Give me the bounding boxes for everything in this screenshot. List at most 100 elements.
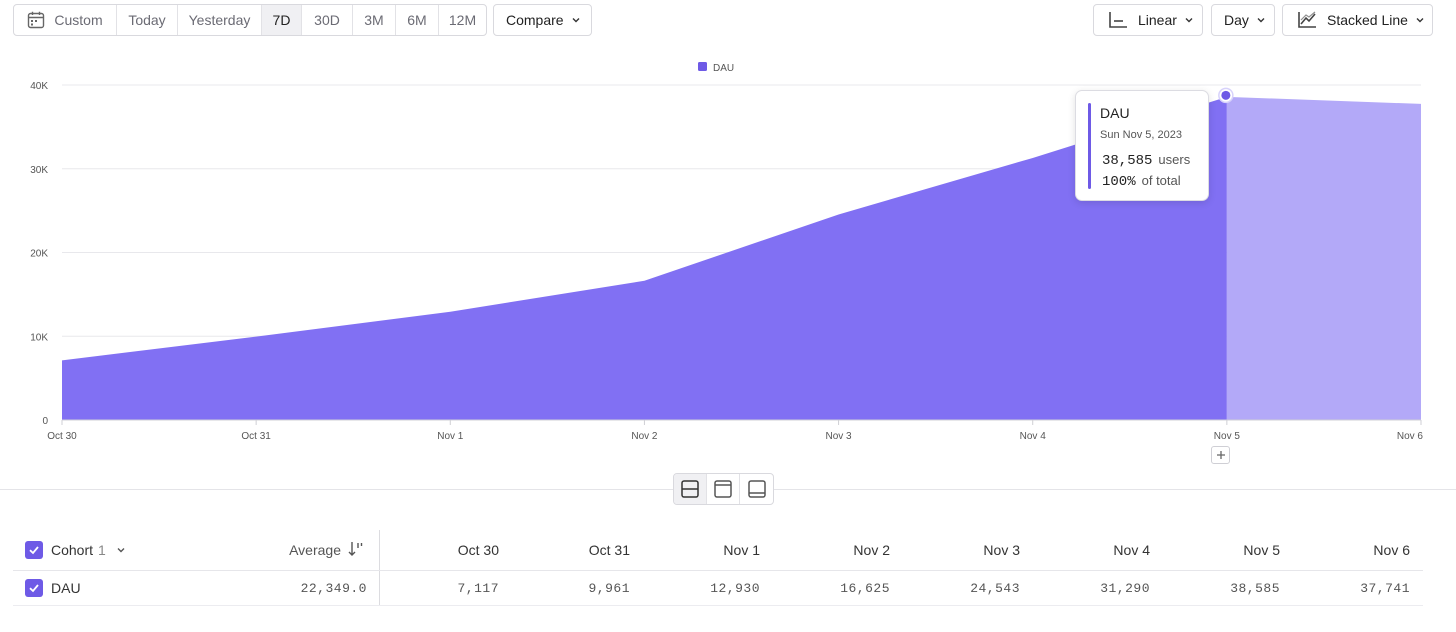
layout-table-only-button[interactable] <box>740 474 773 504</box>
tooltip-value-line: 38,585 users <box>1102 152 1190 169</box>
dau-area-chart: DAU Oct 30 Oct 31 Nov 1 Nov 2 Nov 3 Nov 4 Nov … <box>30 62 1424 442</box>
x-tick-label: Nov 1 <box>437 431 464 442</box>
table-column-separator <box>379 530 380 606</box>
row-average: 22,349.0 <box>300 581 367 596</box>
tooltip-percent: 100% <box>1102 174 1136 190</box>
chart-tooltip: DAU Sun Nov 5, 2023 38,585 users 100% of t… <box>1075 90 1209 201</box>
table-cell: 7,117 <box>457 581 499 596</box>
table-cell: 37,741 <box>1360 581 1410 596</box>
tooltip-title: DAU <box>1100 105 1130 121</box>
chart-only-layout-icon <box>714 480 732 498</box>
tooltip-percent-label: of total <box>1141 173 1181 188</box>
series-area-dau-incomplete <box>1226 96 1421 421</box>
range-12m[interactable]: 12M <box>448 12 477 28</box>
table-header-row: Cohort 1 Average Oct 30 Oct 31 Nov 1 Nov 2 N… <box>13 530 1423 571</box>
table-only-layout-icon <box>747 480 766 498</box>
range-30d[interactable]: 30D <box>302 5 353 35</box>
date-range-selector: Custom Today Yesterday 7D 30D 3M 6M 12M <box>13 4 487 36</box>
x-tick-label: Nov 5 <box>1214 431 1241 442</box>
scale-label: Linear <box>1138 12 1177 28</box>
column-header: Nov 6 <box>1373 542 1410 558</box>
average-column-header[interactable]: Average <box>289 542 341 558</box>
y-tick-label: 40K <box>30 81 48 92</box>
table-cell: 24,543 <box>970 581 1020 596</box>
compare-button[interactable]: Compare <box>493 4 592 36</box>
chevron-down-icon[interactable] <box>116 545 126 555</box>
y-tick-label: 20K <box>30 249 48 260</box>
scale-selector[interactable]: Linear <box>1093 4 1203 36</box>
chart-marker <box>1218 87 1234 104</box>
chart-y-axis: 0 10K 20K 30K 40K <box>30 81 48 427</box>
legend-swatch <box>698 62 707 71</box>
column-header: Oct 31 <box>588 542 630 558</box>
column-header: Nov 3 <box>983 542 1020 558</box>
tooltip-date: Sun Nov 5, 2023 <box>1100 129 1182 141</box>
layout-toggle <box>673 473 774 505</box>
interval-label: Day <box>1224 12 1249 28</box>
x-tick-label: Nov 3 <box>826 431 853 442</box>
chevron-down-icon <box>1185 18 1193 23</box>
calendar-icon <box>28 11 45 29</box>
linear-axis-icon <box>1109 12 1127 28</box>
plus-icon <box>1216 451 1225 459</box>
chart-areas <box>62 96 1421 421</box>
range-yesterday[interactable]: Yesterday <box>178 5 262 35</box>
row-label: DAU <box>51 580 81 596</box>
tooltip-value: 38,585 <box>1102 153 1153 169</box>
range-3m[interactable]: 3M <box>353 5 396 35</box>
compare-label: Compare <box>506 12 564 28</box>
column-header: Nov 5 <box>1243 542 1280 558</box>
chevron-down-icon <box>1257 18 1265 23</box>
add-annotation-button[interactable] <box>1211 446 1230 464</box>
chevron-down-icon <box>1416 18 1424 23</box>
range-7d[interactable]: 7D <box>262 5 302 35</box>
series-area-dau <box>62 96 1227 421</box>
table-row: DAU 22,349.0 7,117 9,961 12,930 16,625 24,54… <box>13 571 1423 606</box>
check-icon <box>29 584 39 593</box>
split-layout-icon <box>681 480 699 498</box>
column-header: Oct 30 <box>457 542 499 558</box>
toolbar: Custom Today Yesterday 7D 30D 3M 6M 12M … <box>13 4 1433 36</box>
chevron-down-icon <box>572 18 580 23</box>
x-tick-label: Nov 6 <box>1397 431 1424 442</box>
chart-x-axis: Oct 30 Oct 31 Nov 1 Nov 2 Nov 3 Nov 4 Nov 5 Nov… <box>47 419 1424 442</box>
x-tick-label: Oct 31 <box>241 431 271 442</box>
table-cell: 31,290 <box>1100 581 1150 596</box>
chart-type-label: Stacked Line <box>1327 12 1408 28</box>
hover-point <box>1221 90 1231 100</box>
range-6m[interactable]: 6M <box>396 5 439 35</box>
layout-chart-only-button[interactable] <box>707 474 740 504</box>
range-custom[interactable]: Custom <box>14 5 117 35</box>
check-icon <box>29 546 39 555</box>
select-all-checkbox[interactable] <box>25 541 43 559</box>
legend-label: DAU <box>713 63 734 74</box>
table-cell: 16,625 <box>840 581 890 596</box>
row-checkbox[interactable] <box>25 579 43 597</box>
layout-split-button[interactable] <box>674 474 707 504</box>
column-header: Nov 1 <box>723 542 760 558</box>
sort-descending-icon[interactable] <box>347 540 365 558</box>
cohort-label: Cohort <box>51 542 94 558</box>
cohort-count: 1 <box>98 542 106 558</box>
y-tick-label: 30K <box>30 165 48 176</box>
interval-selector[interactable]: Day <box>1211 4 1275 36</box>
table-cell: 12,930 <box>710 581 760 596</box>
y-tick-label: 0 <box>42 416 48 427</box>
table-cell: 38,585 <box>1230 581 1280 596</box>
tooltip-value-unit: users <box>1158 152 1191 167</box>
tooltip-accent-bar <box>1088 103 1091 189</box>
y-tick-label: 10K <box>30 332 48 343</box>
table-cell: 9,961 <box>588 581 630 596</box>
x-tick-label: Oct 30 <box>47 431 77 442</box>
x-tick-label: Nov 4 <box>1020 431 1047 442</box>
cohort-group-header: Cohort 1 <box>51 542 126 558</box>
tooltip-percent-line: 100% of total <box>1102 173 1181 190</box>
line-chart-icon <box>1298 11 1316 28</box>
x-tick-label: Nov 2 <box>631 431 658 442</box>
chart-legend: DAU <box>698 62 734 74</box>
column-header: Nov 2 <box>853 542 890 558</box>
range-today[interactable]: Today <box>117 5 178 35</box>
range-custom-label: Custom <box>54 12 103 28</box>
chart-type-selector[interactable]: Stacked Line <box>1282 4 1433 36</box>
column-header: Nov 4 <box>1113 542 1150 558</box>
